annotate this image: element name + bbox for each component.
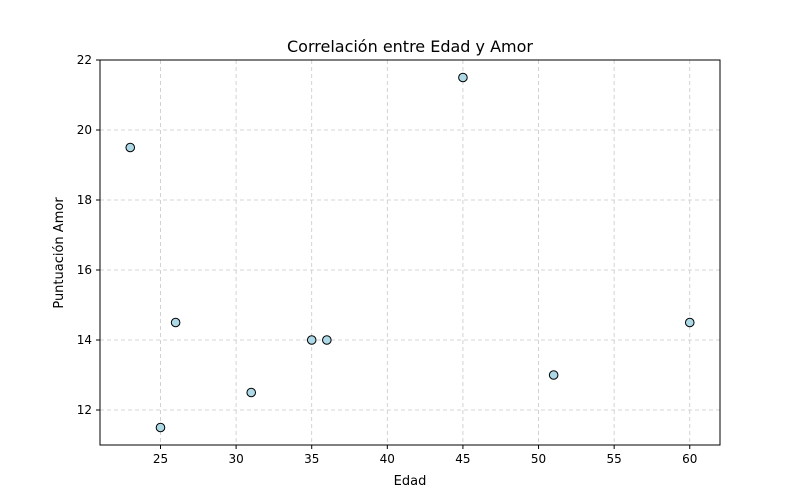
data-point — [155, 422, 166, 433]
data-point — [684, 317, 695, 328]
x-tick-label: 55 — [607, 452, 622, 466]
grid-lines — [100, 59, 720, 445]
data-point — [246, 387, 257, 398]
data-point — [548, 370, 559, 380]
plot-frame — [99, 59, 721, 446]
data-point — [322, 335, 332, 345]
data-point — [125, 142, 136, 153]
y-tick-label: 22 — [77, 53, 92, 67]
data-point — [170, 317, 181, 328]
x-tick-label: 30 — [228, 452, 243, 466]
x-tick-label: 35 — [304, 452, 319, 466]
y-tick-label: 12 — [77, 403, 92, 417]
x-axis-label: Edad — [394, 474, 427, 489]
y-tick-label: 14 — [77, 333, 92, 347]
y-tick-label: 18 — [77, 193, 92, 207]
data-point — [458, 72, 468, 83]
x-tick-label: 45 — [455, 452, 470, 466]
axis-ticks: 25 30 35 40 45 50 55 60 12 14 16 18 20 22 — [77, 53, 698, 466]
y-tick-label: 16 — [77, 263, 92, 277]
y-tick-label: 20 — [77, 123, 92, 137]
data-point — [306, 335, 317, 345]
x-tick-label: 60 — [682, 452, 697, 466]
y-axis-label: Puntuación Amor — [52, 197, 67, 309]
x-tick-label: 40 — [380, 452, 395, 466]
chart-title: Correlación entre Edad y Amor — [287, 37, 533, 56]
x-tick-label: 50 — [531, 452, 546, 466]
x-tick-label: 25 — [153, 452, 168, 466]
data-points — [125, 72, 695, 433]
